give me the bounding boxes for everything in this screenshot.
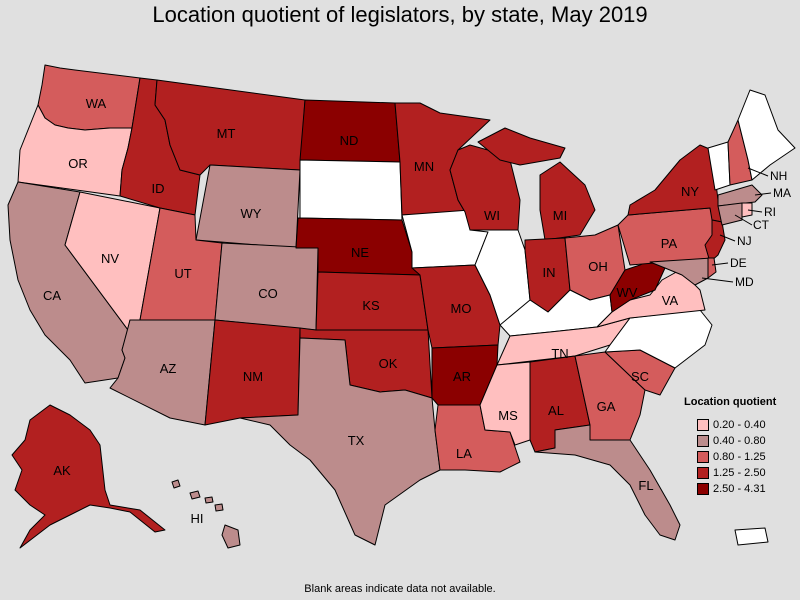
state-label-id: ID xyxy=(152,181,165,196)
state-nd[interactable] xyxy=(299,99,401,163)
legend-item: 0.80 - 1.25 xyxy=(697,449,800,465)
state-ak[interactable] xyxy=(11,404,166,549)
state-label-la: LA xyxy=(456,446,472,461)
legend-item: 0.40 - 0.80 xyxy=(697,433,800,449)
state-label-ut: UT xyxy=(174,266,191,281)
state-label-ms: MS xyxy=(498,408,518,423)
state-label-nv: NV xyxy=(101,251,119,266)
state-label-or: OR xyxy=(68,156,88,171)
legend-item: 0.20 - 0.40 xyxy=(697,417,800,433)
legend-title: Location quotient xyxy=(684,396,777,408)
state-de[interactable] xyxy=(707,257,717,279)
state-label-nh: NH xyxy=(770,169,787,183)
state-label-ok: OK xyxy=(379,356,398,371)
state-label-pa: PA xyxy=(661,236,678,251)
legend-label: 2.50 - 4.31 xyxy=(713,483,766,495)
state-ma[interactable] xyxy=(717,184,763,207)
state-label-ri: RI xyxy=(764,205,776,219)
state-mi[interactable] xyxy=(539,161,596,241)
state-label-ga: GA xyxy=(597,399,616,414)
state-mi-upper[interactable] xyxy=(477,127,566,166)
state-label-nm: NM xyxy=(243,369,263,384)
legend-label: 1.25 - 2.50 xyxy=(713,467,766,479)
state-label-wy: WY xyxy=(241,206,262,221)
state-label-nd: ND xyxy=(340,133,359,148)
state-label-mi: MI xyxy=(553,208,567,223)
state-label-wi: WI xyxy=(484,208,500,223)
state-tx[interactable] xyxy=(239,337,441,546)
state-label-ct: CT xyxy=(753,218,770,232)
legend-swatch xyxy=(697,451,709,463)
legend-item: 2.50 - 4.31 xyxy=(697,481,800,497)
state-label-ks: KS xyxy=(362,298,380,313)
legend-swatch xyxy=(697,419,709,431)
legend-label: 0.40 - 0.80 xyxy=(713,435,766,447)
legend-label: 0.80 - 1.25 xyxy=(713,451,766,463)
state-label-hi: HI xyxy=(191,511,204,526)
state-fl[interactable] xyxy=(534,424,681,541)
legend-swatch xyxy=(697,483,709,495)
state-label-wa: WA xyxy=(86,96,107,111)
state-label-nj: NJ xyxy=(737,234,752,248)
state-label-wv: WV xyxy=(617,285,638,300)
state-label-ak: AK xyxy=(53,463,71,478)
legend-swatch xyxy=(697,435,709,447)
state-ct[interactable] xyxy=(717,202,743,226)
legend-item: 1.25 - 2.50 xyxy=(697,465,800,481)
legend: Location quotient 0.20 - 0.40 0.40 - 0.80… xyxy=(684,396,800,497)
state-ri[interactable] xyxy=(741,202,753,218)
state-label-de: DE xyxy=(730,256,747,270)
state-nc[interactable] xyxy=(604,309,713,369)
state-me[interactable] xyxy=(737,89,796,181)
state-hi[interactable] xyxy=(171,479,241,549)
state-label-ma: MA xyxy=(773,186,791,200)
state-label-sc: SC xyxy=(631,369,649,384)
label-leader-lines xyxy=(701,167,772,283)
state-label-mn: MN xyxy=(414,159,434,174)
state-label-va: VA xyxy=(662,293,679,308)
state-ms[interactable] xyxy=(479,361,531,446)
state-label-ne: NE xyxy=(351,245,369,260)
state-label-md: MD xyxy=(735,275,754,289)
legend-swatch xyxy=(697,467,709,479)
state-label-oh: OH xyxy=(588,259,608,274)
state-label-in: IN xyxy=(543,265,556,280)
state-label-tx: TX xyxy=(348,433,365,448)
state-sd[interactable] xyxy=(299,159,403,221)
footnote: Blank areas indicate data not available. xyxy=(304,583,496,595)
state-label-tn: TN xyxy=(551,346,568,361)
map-title: Location quotient of legislators, by sta… xyxy=(152,2,648,27)
state-label-ar: AR xyxy=(453,369,471,384)
state-label-ny: NY xyxy=(681,184,699,199)
state-label-co: CO xyxy=(258,286,278,301)
state-label-fl: FL xyxy=(638,478,653,493)
state-label-ca: CA xyxy=(43,288,61,303)
legend-label: 0.20 - 0.40 xyxy=(713,419,766,431)
state-label-az: AZ xyxy=(160,361,177,376)
state-label-mo: MO xyxy=(451,301,472,316)
state-pr[interactable] xyxy=(734,527,769,546)
state-label-al: AL xyxy=(548,403,564,418)
state-label-mt: MT xyxy=(217,126,236,141)
